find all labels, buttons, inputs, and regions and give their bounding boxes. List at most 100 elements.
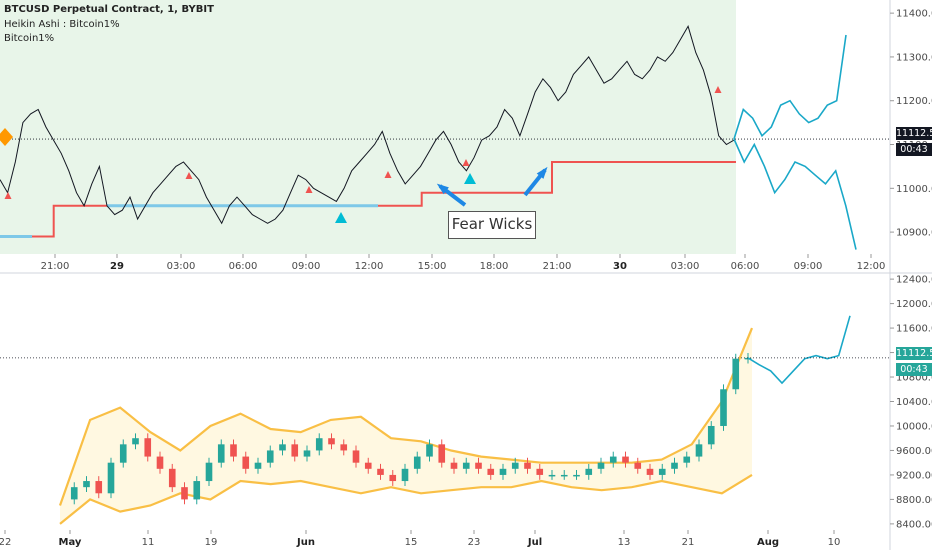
- candle-body: [548, 474, 556, 477]
- bottom-y-tick-label: 10000.00: [896, 421, 932, 432]
- candle-body: [242, 456, 250, 469]
- candle-body: [340, 444, 348, 451]
- candle-body: [107, 462, 115, 494]
- top-last-price-tag: 11112.5: [896, 127, 932, 140]
- candle-body: [413, 456, 421, 469]
- candle-body: [377, 468, 384, 475]
- bottom-y-tick-label: 10400.00: [896, 397, 932, 408]
- candle-body: [132, 438, 139, 445]
- candle-body: [70, 487, 78, 500]
- candle-body: [499, 468, 507, 475]
- candle-body: [389, 474, 397, 482]
- candle-body: [315, 438, 323, 451]
- bottom-x-tick-label: 21: [682, 537, 695, 548]
- candle-body: [622, 456, 629, 463]
- candle-body: [683, 456, 691, 463]
- bottom-x-tick-label: 13: [618, 537, 631, 548]
- candle-body: [560, 474, 568, 477]
- top-y-tick-label: 11200.00: [896, 96, 932, 107]
- buy-signal-marker: [464, 173, 476, 184]
- candle-body: [646, 468, 654, 475]
- candle-body: [450, 462, 458, 469]
- bottom-countdown-tag: 00:43: [896, 363, 932, 376]
- bottom-y-tick-label: 12000.00: [896, 299, 932, 310]
- bottom-x-tick-label: 11: [142, 537, 155, 548]
- candle-body: [352, 450, 360, 463]
- entry-diamond-marker: [0, 128, 13, 146]
- top-chart-plot[interactable]: [0, 25, 890, 250]
- bottom-chart-plot[interactable]: [0, 315, 890, 525]
- bottom-x-tick-label: Jun: [296, 537, 315, 548]
- candle-body: [707, 425, 715, 445]
- top-x-tick-label: 06:00: [731, 261, 760, 272]
- top-x-tick-label: 15:00: [418, 261, 447, 272]
- indicator-legend-heikin-ashi[interactable]: Heikin Ashi : Bitcoin1%: [4, 19, 120, 30]
- sell-signal-marker: [714, 86, 722, 93]
- top-x-tick-label: 06:00: [229, 261, 258, 272]
- candle-body: [168, 468, 176, 488]
- candle-body: [536, 468, 544, 475]
- buy-signal-marker: [335, 212, 347, 223]
- upper-band-line: [58, 327, 754, 506]
- candle-body: [254, 462, 262, 469]
- top-y-tick-label: 10900.00: [896, 228, 932, 239]
- top-x-tick-label: 30: [613, 261, 627, 272]
- sell-signal-marker: [384, 171, 392, 178]
- candle-body: [597, 462, 605, 469]
- lower-band-line: [59, 473, 753, 525]
- candle-body: [95, 481, 103, 494]
- candle-body: [205, 462, 213, 482]
- candle-body: [671, 462, 678, 469]
- bottom-y-tick-label: 11600.00: [896, 324, 932, 335]
- bottom-y-tick-label: 8400.00: [896, 519, 932, 530]
- arrow-head: [536, 166, 548, 179]
- candle-body: [279, 444, 286, 451]
- top-x-tick-label: 29: [110, 261, 124, 272]
- bottom-y-tick-label: 9200.00: [896, 470, 932, 481]
- bottom-x-tick-label: 15: [405, 537, 418, 548]
- session-shading: [0, 0, 736, 254]
- candle-body: [266, 450, 274, 463]
- candle-body: [303, 450, 311, 457]
- candle-body: [475, 462, 482, 469]
- fear-wick-arrow: [436, 183, 467, 207]
- candle-body: [156, 456, 164, 469]
- top-y-tick-label: 11300.00: [896, 52, 932, 63]
- top-x-tick-label: 18:00: [480, 261, 509, 272]
- bottom-x-tick-label: Jul: [527, 537, 542, 548]
- top-x-tick-label: 09:00: [292, 261, 321, 272]
- bottom-y-tick-label: 12400.00: [896, 275, 932, 286]
- top-x-tick-label: 03:00: [671, 261, 700, 272]
- candle-body: [511, 462, 519, 469]
- candle-body: [144, 438, 152, 457]
- candle-body: [462, 462, 470, 469]
- indicator-legend-bitcoin[interactable]: Bitcoin1%: [4, 33, 55, 44]
- band-fill: [60, 328, 752, 524]
- top-x-tick-label: 21:00: [41, 261, 70, 272]
- sell-signal-marker: [462, 159, 470, 166]
- axes: 10900.0011000.0011100.0011200.0011300.00…: [0, 9, 932, 548]
- symbol-title[interactable]: BTCUSD Perpetual Contract, 1, BYBIT: [4, 4, 214, 15]
- forecast-upper-line: [733, 34, 847, 140]
- candle-body: [524, 462, 531, 469]
- bottom-forecast-line: [747, 315, 851, 385]
- top-x-tick-label: 12:00: [355, 261, 384, 272]
- arrow-head: [436, 183, 449, 195]
- bottom-x-tick-label: Aug: [757, 537, 779, 548]
- sell-signal-marker: [305, 186, 313, 193]
- candle-body: [438, 444, 446, 463]
- bottom-x-tick-label: May: [59, 537, 82, 548]
- candle-body: [364, 462, 372, 469]
- candle-body: [585, 468, 593, 475]
- candle-body: [634, 462, 642, 469]
- top-y-tick-label: 11000.00: [896, 184, 932, 195]
- top-x-tick-label: 09:00: [794, 261, 823, 272]
- candle-body: [291, 444, 299, 457]
- bottom-y-tick-label: 10800.00: [896, 373, 932, 384]
- candle-body: [83, 481, 90, 488]
- bottom-y-tick-label: 8800.00: [896, 495, 932, 506]
- price-line: [0, 25, 735, 225]
- top-countdown-tag: 00:43: [896, 143, 932, 156]
- candle-body: [181, 487, 188, 500]
